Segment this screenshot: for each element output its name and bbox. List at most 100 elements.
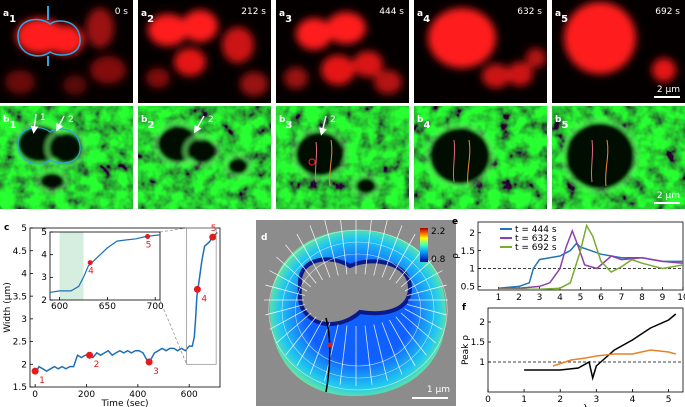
panel-index: 3 [285,120,292,131]
colorbar-label: 0.8 [431,255,446,265]
grid-curve [268,229,448,391]
droplet [321,55,355,85]
droplet [374,70,402,94]
droplet [296,18,332,50]
panel-letter: b [555,115,562,125]
point-label: 4 [201,294,207,304]
zoom-connector [159,299,187,365]
panel-letter: b [279,115,286,125]
hole [356,178,376,194]
hole [566,123,634,189]
image-clip: b2 2 [138,106,271,209]
holes [154,122,252,178]
image-clip: a1 0 s [0,0,133,103]
y-tick-label: 4 [21,270,27,280]
grid-curve [381,322,403,375]
grid-curve [339,215,348,275]
droplet [284,67,308,89]
grid-curve [276,256,312,288]
y-axis-label: Width (μm) [3,282,13,333]
y-tick-label: 5 [21,224,27,234]
panel-d: d 2.2 0.8 1 μm [256,214,456,406]
red-signal [428,8,546,88]
x-tick-label: 1 [521,395,527,405]
time-label: 692 s [655,7,680,17]
hole [228,158,248,174]
panel-letter: a [279,9,285,19]
x-tick-label: 600 [181,390,198,400]
x-tick-label: 5 [578,293,584,303]
droplet [148,14,188,46]
grid-curve [309,322,331,375]
neck-line [325,317,331,393]
panel-letter: a [555,9,561,19]
droplet [63,75,87,95]
hole [50,133,82,163]
data-point [209,233,217,241]
point-label: 5 [211,224,217,234]
image-panel: a2 212 s [138,0,271,103]
red-signal [146,10,268,96]
panel-label: e [452,217,458,227]
scale-bar-label: 1 μm [427,385,450,395]
point-label: 2 [94,360,100,370]
y-tick-label: 1 [469,265,475,275]
y-tick-label: 2.5 [13,338,27,348]
grid-curve [407,284,447,296]
contour-line [452,139,456,183]
droplet [174,48,206,76]
droplet [5,70,35,94]
grid-curve [381,225,403,278]
arrow-label: 2 [208,115,214,125]
grid-curve [269,308,308,330]
panel-label: a5 [555,9,568,25]
grid-curve [404,270,443,292]
panel-letter: b [417,115,424,125]
grid-curve [395,316,427,356]
hole-rim [224,154,252,178]
y-tick-label: 2 [21,360,27,370]
axes-frame [29,227,221,388]
x-tick-label: 4 [630,395,636,405]
x-tick-label: 0 [485,395,491,405]
image-clip: b11 2 [0,106,133,209]
panel-label: a3 [279,9,292,25]
image-clip: b5 2 μm [552,106,685,209]
data-line [498,242,683,289]
image-clip: b4 [414,106,547,209]
x-tick-label: 2 [516,293,522,303]
panel-letter: a [417,9,423,19]
image-panel: a3 444 s [276,0,409,103]
panel-index: 5 [561,120,568,131]
image-panel: a1 0 s [0,0,133,103]
panel-index: 1 [9,14,16,25]
x-tick-label: 3 [537,293,543,303]
point-label: 4 [88,267,94,277]
y-tick-label: 1.5 [13,383,27,393]
holes [562,119,638,193]
x-tick-label: 3 [593,395,599,405]
hole [40,173,64,189]
droplet [182,10,218,42]
panel-letter: a [3,9,9,19]
data-line [34,231,218,374]
point-label: 1 [39,376,45,386]
colorbar [420,228,428,262]
x-tick-label: 600 [51,302,68,312]
image-panel: b2 2 [138,106,271,209]
hole [188,139,216,163]
x-tick-label: 200 [78,390,95,400]
hole-rim [562,119,638,193]
x-tick-label: 4 [557,293,563,303]
legend-label: t = 692 s [515,243,557,253]
panel-label: b4 [417,115,430,131]
panel-letter: b [141,115,148,125]
grid-curve [324,324,339,381]
x-tick-label: 2 [557,395,563,405]
data-line [552,349,677,367]
grid-curve [389,233,416,281]
grid-curve [285,316,317,356]
y-tick-label: 2 [469,229,475,239]
